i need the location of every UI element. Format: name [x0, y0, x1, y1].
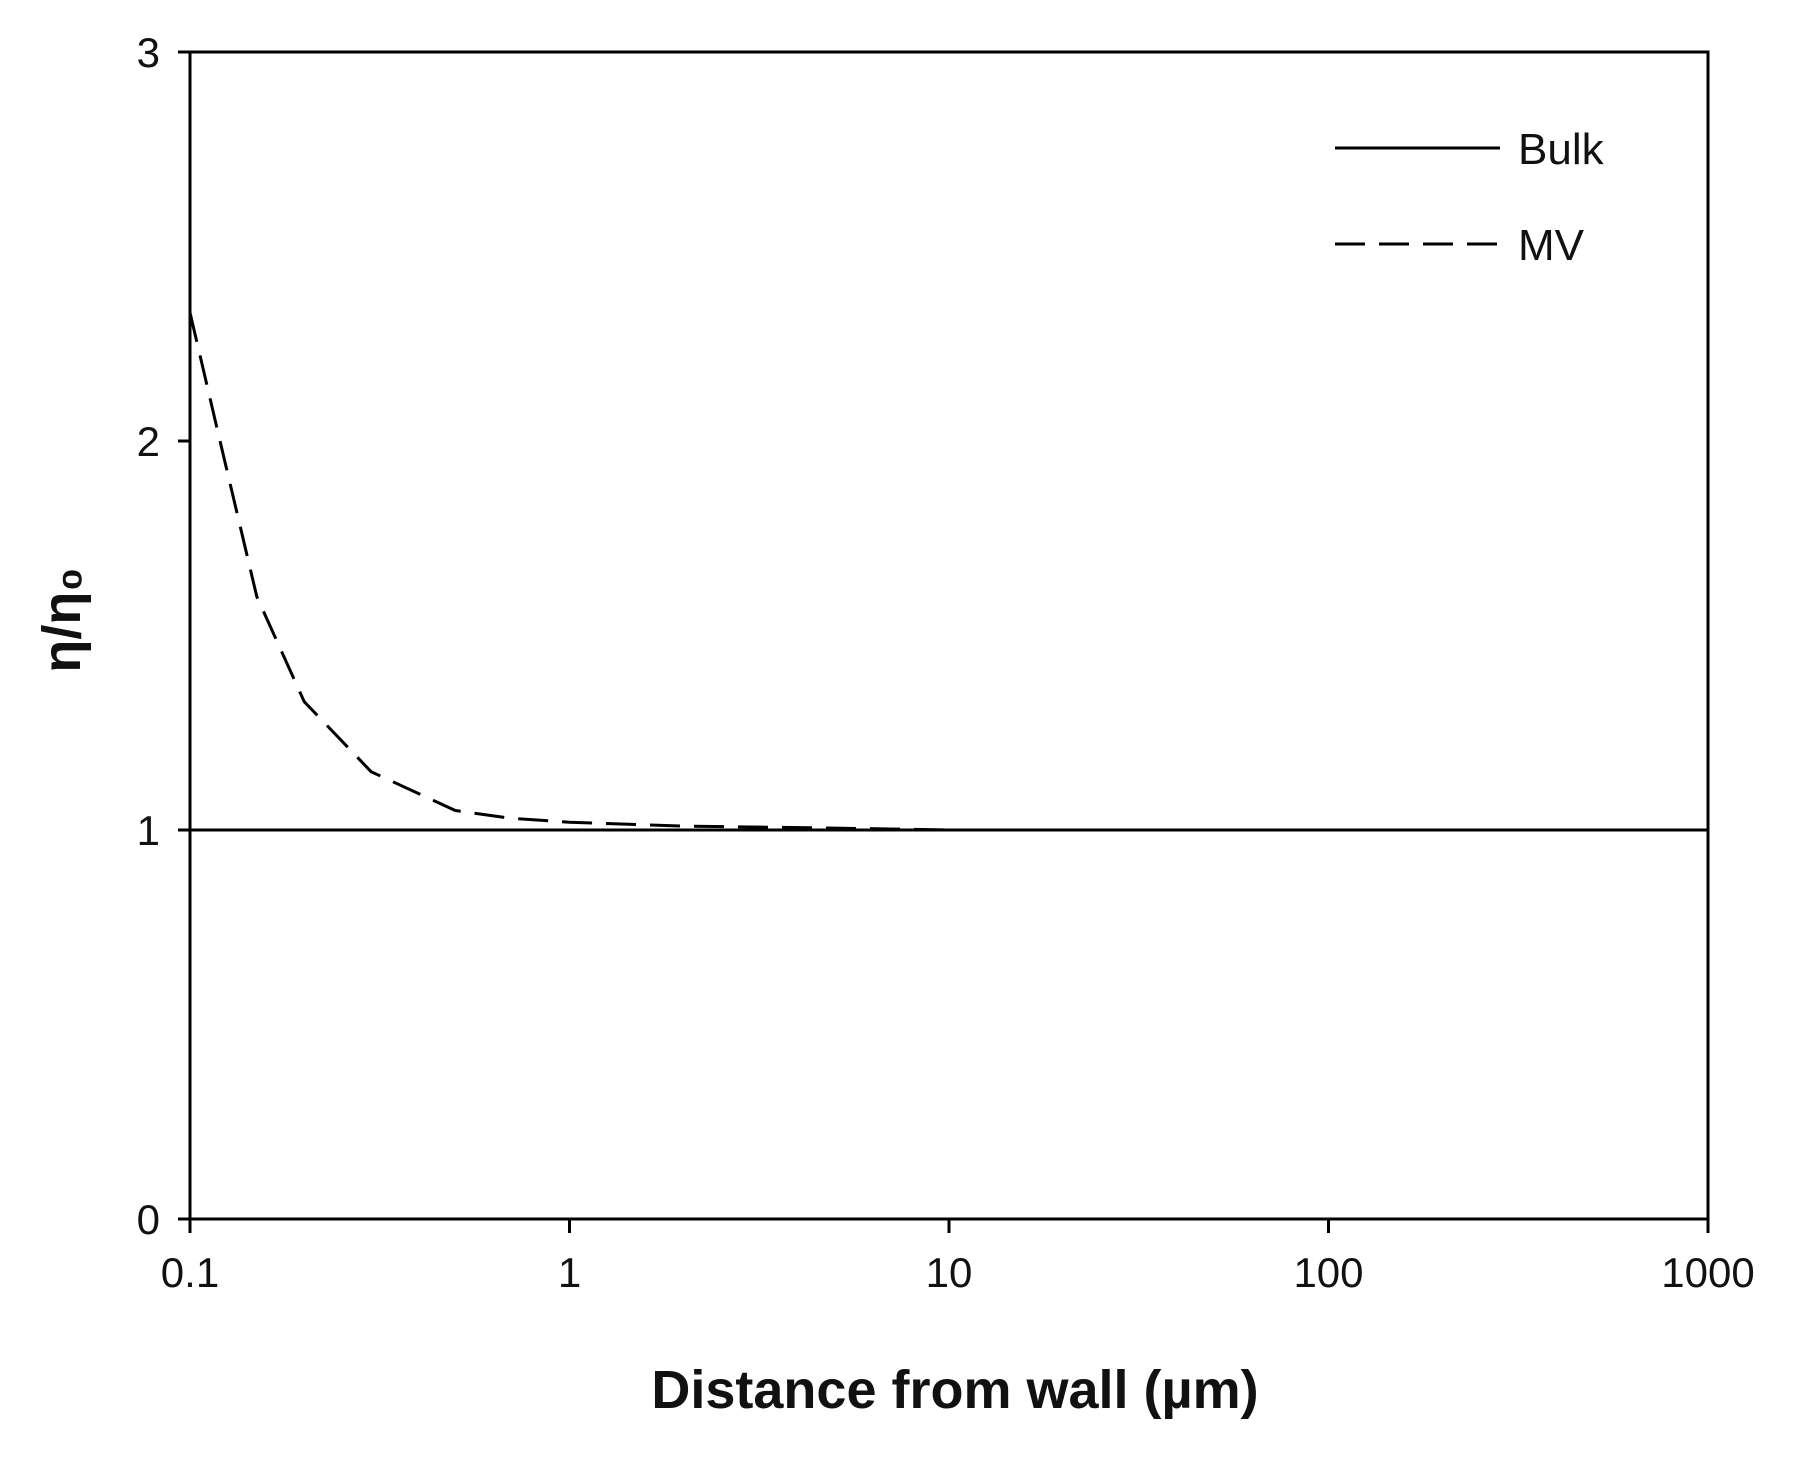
x-axis-ticks: 0.1 1 10 100 1000 — [161, 1219, 1755, 1296]
y-tick-label: 3 — [137, 29, 160, 76]
y-tick-label: 0 — [137, 1196, 160, 1243]
y-tick-label: 1 — [137, 807, 160, 854]
series-layer — [188, 312, 1708, 832]
x-tick-label: 1 — [558, 1249, 581, 1296]
x-axis-title: Distance from wall (µm) — [651, 1360, 1258, 1420]
x-tick-label: 1000 — [1661, 1249, 1754, 1296]
y-tick-label: 2 — [137, 418, 160, 465]
legend: Bulk MV — [1335, 125, 1605, 270]
series-line-mv — [188, 312, 1708, 832]
x-tick-label: 100 — [1293, 1249, 1363, 1296]
x-tick-label: 10 — [926, 1249, 973, 1296]
legend-label-bulk: Bulk — [1518, 125, 1605, 174]
x-tick-label: 0.1 — [161, 1249, 219, 1296]
plot-frame — [188, 50, 1710, 1221]
y-axis-title: η/η₀ — [32, 567, 92, 672]
legend-label-mv: MV — [1518, 221, 1585, 270]
plot-border — [188, 50, 1710, 1221]
y-axis-ticks: 0 1 2 3 — [137, 29, 190, 1243]
